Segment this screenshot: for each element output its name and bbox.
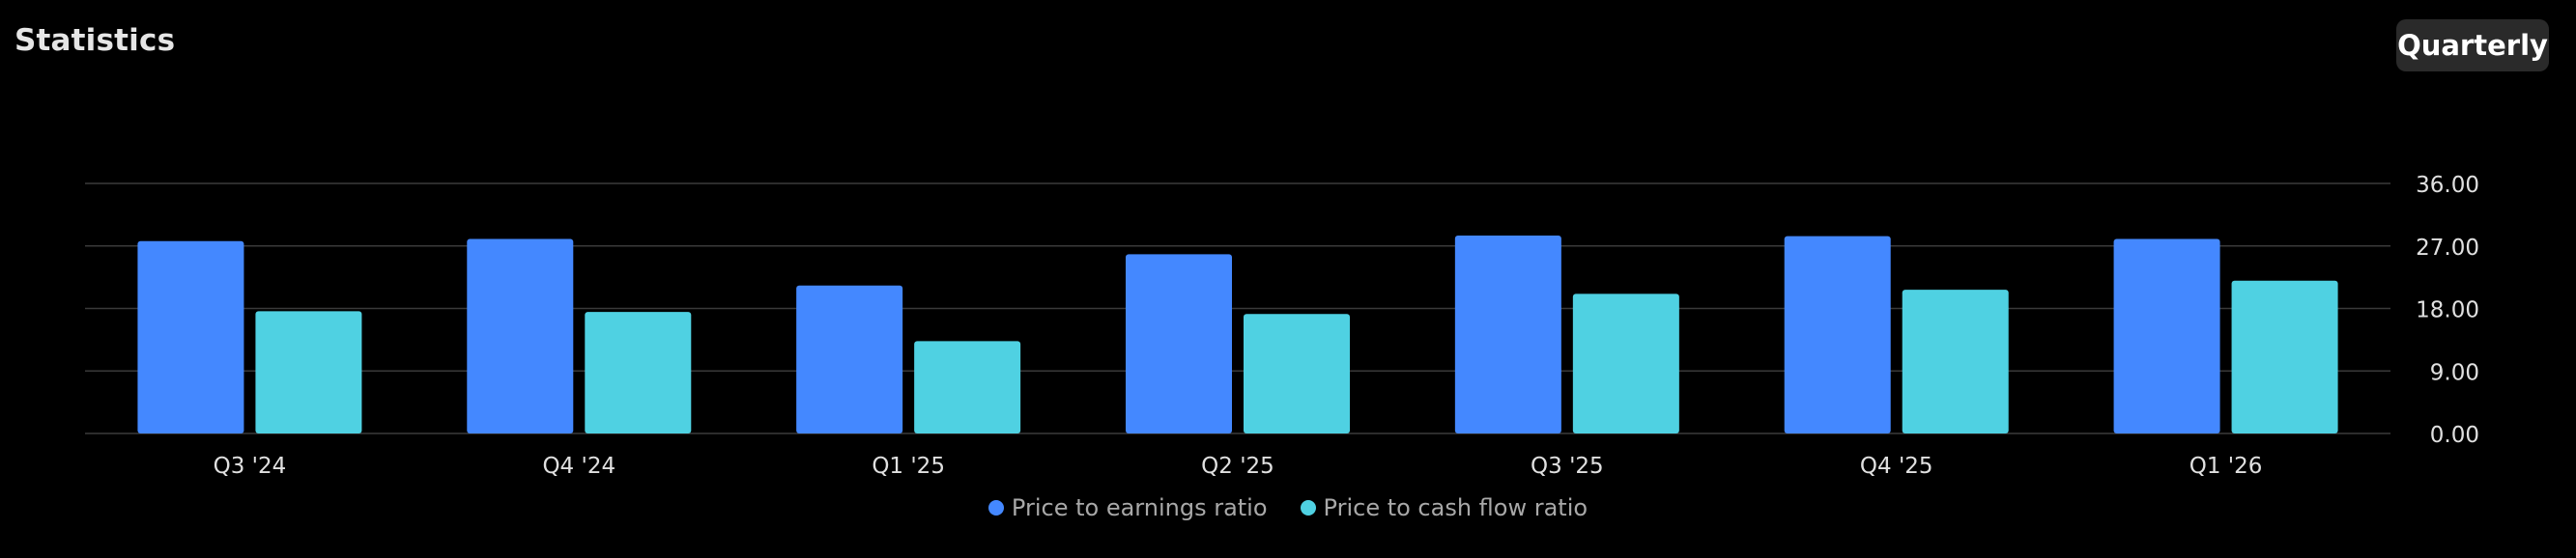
bar-price-to-earnings[interactable] [796,285,903,433]
legend-dot-price-to-cash-flow [1300,500,1316,516]
x-tick-label: Q4 '25 [1860,454,1933,479]
bar-price-to-cash-flow[interactable] [1572,293,1679,433]
legend-label-price-to-cash-flow: Price to cash flow ratio [1323,494,1589,521]
y-tick-label: 9.00 [2430,360,2479,385]
y-tick-label: 27.00 [2416,236,2479,261]
x-tick-label: Q3 '24 [214,454,287,479]
bar-price-to-cash-flow[interactable] [255,311,362,433]
x-axis-ticks: Q3 '24 Q4 '24 Q1 '25 Q2 '25 Q3 '25 Q4 '25 Q1 '… [214,454,2263,479]
page-title: Statistics [14,23,176,58]
bar-price-to-cash-flow[interactable] [585,312,692,433]
grid-lines [85,182,2390,434]
y-tick-label: 0.00 [2430,423,2479,448]
bar-price-to-earnings[interactable] [1784,236,1891,433]
bar-price-to-earnings[interactable] [1454,235,1561,433]
y-tick-label: 36.00 [2416,173,2479,198]
bar-price-to-earnings[interactable] [2113,238,2220,433]
y-axis-ticks: 0.00 9.00 18.00 27.00 36.00 [2416,173,2479,448]
bar-price-to-cash-flow[interactable] [2231,280,2338,433]
bar-price-to-cash-flow[interactable] [914,341,1021,433]
bars [137,235,2338,433]
y-tick-label: 18.00 [2416,298,2479,323]
legend-dot-price-to-earnings [987,500,1004,516]
bar-price-to-earnings[interactable] [137,240,244,433]
bar-price-to-earnings[interactable] [1126,254,1232,433]
x-tick-label: Q2 '25 [1201,454,1274,479]
x-tick-label: Q1 '26 [2190,454,2263,479]
x-tick-label: Q3 '25 [1531,454,1604,479]
bar-price-to-cash-flow[interactable] [1902,290,2009,433]
chart-legend: Price to earnings ratio Price to cash fl… [0,494,2576,521]
legend-item-price-to-earnings[interactable]: Price to earnings ratio [987,494,1268,521]
x-tick-label: Q1 '25 [872,454,945,479]
bar-price-to-earnings[interactable] [467,238,574,433]
period-selector-button[interactable]: Quarterly [2396,19,2549,71]
legend-label-price-to-earnings: Price to earnings ratio [1011,494,1268,521]
legend-item-price-to-cash-flow[interactable]: Price to cash flow ratio [1300,494,1589,521]
x-tick-label: Q4 '24 [542,454,615,479]
bar-price-to-cash-flow[interactable] [1244,314,1350,433]
